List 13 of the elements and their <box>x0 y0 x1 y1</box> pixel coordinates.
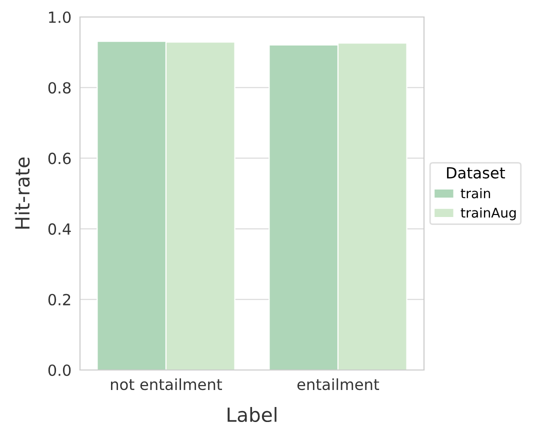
legend-label: train <box>460 188 490 198</box>
legend-title: Dataset <box>447 167 506 179</box>
y-tick-label: 0.4 <box>48 223 71 235</box>
y-tick-label: 1.0 <box>49 11 71 24</box>
x-axis-title: Label <box>228 407 276 422</box>
legend-label: trainAug <box>460 207 516 220</box>
y-tick-label: 0.0 <box>48 364 71 376</box>
y-tick-label: 0.8 <box>48 82 71 94</box>
x-tick-label: not entailment <box>111 378 222 390</box>
y-axis-title: Hit-rate <box>14 157 30 229</box>
x-tick-label: entailment <box>297 378 380 390</box>
y-tick-label: 0.2 <box>48 294 70 306</box>
y-tick-label: 0.6 <box>48 152 71 164</box>
